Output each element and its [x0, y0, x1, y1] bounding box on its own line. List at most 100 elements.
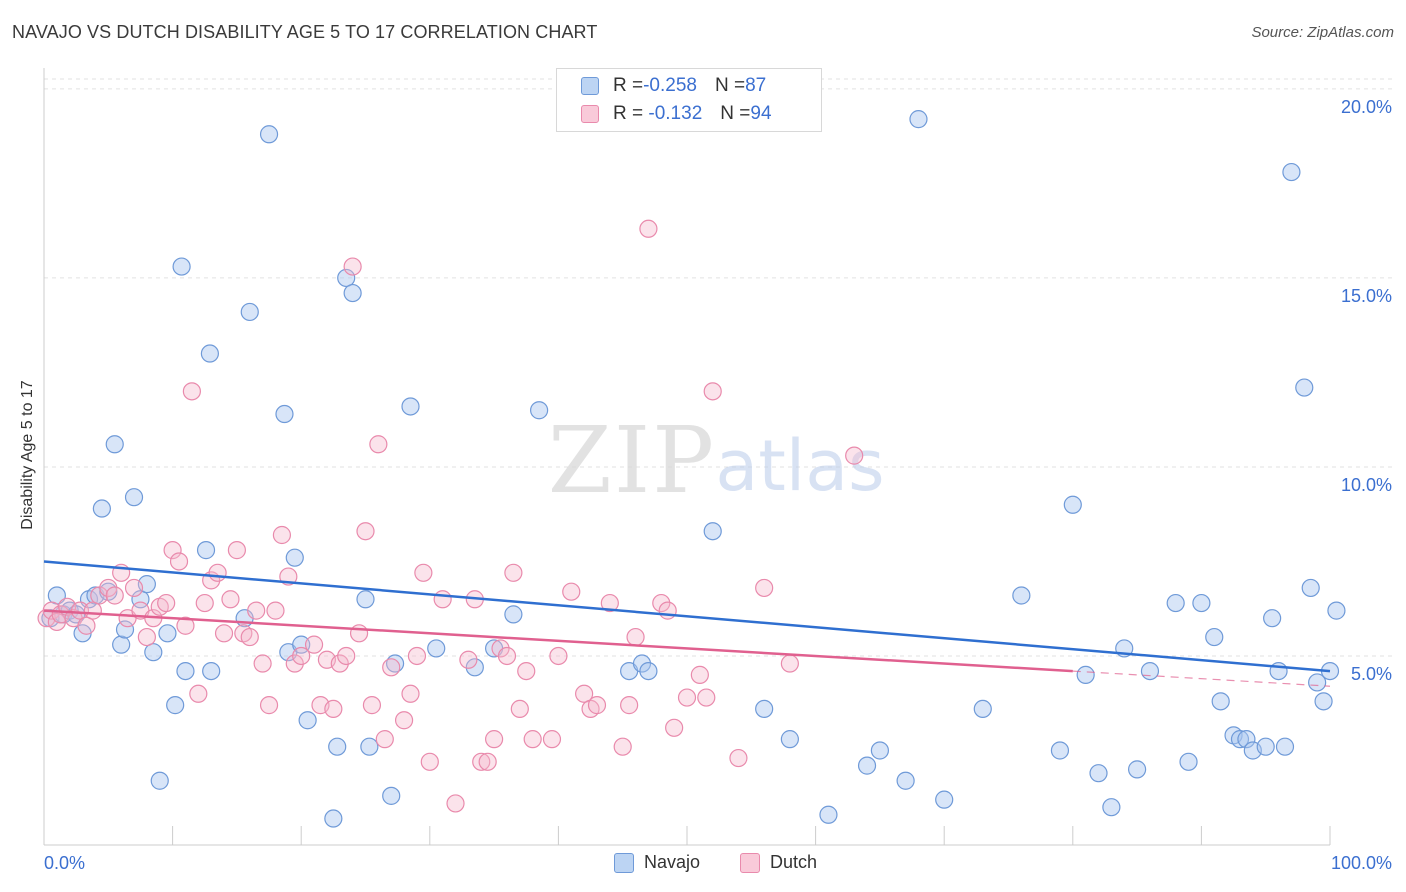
navajo-point — [150, 771, 169, 790]
r-label: R = — [613, 75, 644, 96]
navajo-point — [703, 522, 722, 541]
watermark-atlas: atlas — [715, 425, 884, 507]
dutch-point — [677, 688, 697, 707]
dutch-point — [253, 654, 272, 673]
navajo-point — [973, 699, 992, 719]
navajo-point — [896, 771, 915, 790]
navajo-point — [935, 790, 954, 809]
dutch-point — [626, 627, 645, 647]
dutch-point — [780, 654, 799, 673]
navajo-point — [1256, 737, 1275, 756]
navajo-point — [1205, 627, 1224, 647]
navajo-point — [158, 624, 177, 643]
series-legend: Navajo Dutch — [0, 852, 1406, 876]
navajo-point — [1063, 495, 1082, 514]
dutch-legend-label: Dutch — [770, 852, 818, 872]
dutch-point — [414, 563, 433, 582]
navajo-point — [1301, 578, 1320, 598]
navajo-point — [1089, 764, 1108, 783]
dutch-legend-swatch — [740, 852, 760, 873]
navajo-point — [285, 548, 304, 567]
dutch-point — [485, 730, 504, 749]
dutch-point — [337, 646, 356, 666]
correlation-legend: R = -0.258 N = 87 R = -0.132 N = 94 — [556, 68, 822, 132]
navajo-point — [1295, 378, 1314, 397]
navajo-point — [632, 654, 652, 673]
dutch-point — [349, 624, 369, 643]
dutch-point — [755, 578, 774, 598]
dutch-point — [259, 696, 279, 715]
dutch-point — [510, 699, 529, 719]
dutch-point — [446, 794, 465, 813]
navajo-point — [1192, 593, 1211, 613]
dutch-point — [562, 582, 581, 601]
navajo-point — [1050, 741, 1070, 760]
legend-row-dutch: R = -0.132 N = 94 — [581, 102, 772, 126]
y-tick-label: 20.0% — [1341, 97, 1392, 117]
dutch-point — [124, 578, 144, 598]
dutch-point — [247, 601, 266, 620]
navajo-point — [275, 404, 294, 424]
dutch-point — [272, 525, 292, 545]
dutch-point — [83, 601, 102, 620]
navajo-point — [1308, 673, 1327, 692]
navajo-point — [1166, 593, 1185, 613]
dutch-point — [729, 748, 748, 768]
navajo-point — [1012, 586, 1031, 605]
navajo-point — [909, 110, 928, 129]
dutch-point — [665, 718, 684, 737]
dutch-point — [658, 601, 677, 620]
n-label: N = — [720, 103, 751, 124]
x-tick-label: 100.0% — [1331, 853, 1392, 873]
dutch-point — [613, 737, 632, 756]
r-value-navajo: -0.258 — [643, 75, 697, 96]
navajo-point — [328, 737, 347, 756]
dutch-point — [105, 586, 124, 605]
dutch-point — [703, 382, 722, 401]
dutch-point — [523, 730, 542, 749]
navajo-point — [427, 639, 446, 658]
dutch-point — [620, 696, 639, 715]
dutch-point — [420, 752, 439, 771]
navajo-point — [240, 302, 259, 322]
navajo-point — [92, 499, 111, 518]
dutch-point — [517, 661, 536, 681]
navajo-point — [401, 397, 420, 416]
dutch-point — [227, 541, 246, 560]
dutch-trend-line — [43, 609, 1073, 673]
navajo-point — [298, 711, 317, 730]
navajo-point — [360, 737, 379, 756]
y-tick-labels: 5.0% 10.0% 15.0% 20.0% — [1341, 97, 1392, 684]
watermark-zip: ZIP — [548, 407, 716, 514]
dutch-point — [214, 624, 234, 643]
axes — [43, 68, 1331, 846]
navajo-point — [382, 786, 401, 805]
dutch-point — [356, 522, 375, 541]
navajo-point — [200, 344, 219, 363]
legend-item-dutch[interactable]: Dutch — [740, 852, 817, 873]
dutch-point — [195, 593, 214, 613]
navajo-point — [1230, 730, 1250, 749]
dutch-point — [285, 654, 304, 673]
navajo-point — [124, 488, 144, 507]
dutch-point — [549, 646, 568, 666]
navajo-point — [1140, 661, 1160, 681]
navajo-point — [176, 661, 195, 681]
dutch-point — [157, 593, 176, 613]
chart-title: NAVAJO VS DUTCH DISABILITY AGE 5 TO 17 C… — [12, 22, 598, 42]
navajo-point — [1102, 798, 1121, 817]
dutch-point — [240, 627, 259, 647]
navajo-point — [1314, 692, 1333, 711]
dutch-point — [208, 563, 227, 582]
dutch-point — [433, 590, 452, 609]
navajo-point — [1237, 730, 1256, 749]
navajo-swatch — [581, 77, 599, 95]
dutch-point — [266, 601, 285, 620]
x-tick-labels: 0.0% 100.0% — [44, 853, 1392, 873]
dutch-point — [169, 552, 189, 571]
dutch-point — [369, 435, 388, 454]
navajo-point — [196, 541, 216, 560]
legend-item-navajo[interactable]: Navajo — [614, 852, 700, 873]
navajo-point — [1282, 162, 1301, 182]
